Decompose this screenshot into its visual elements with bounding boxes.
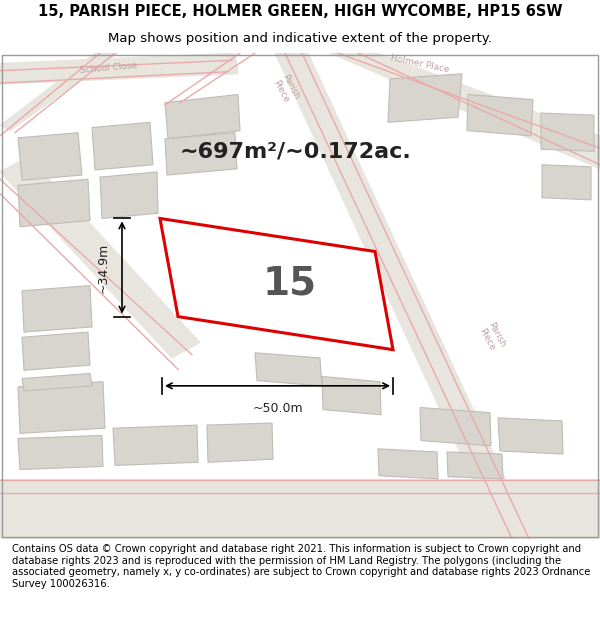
- Polygon shape: [467, 94, 533, 136]
- Polygon shape: [275, 53, 533, 539]
- Polygon shape: [165, 132, 237, 175]
- Polygon shape: [330, 53, 600, 169]
- Polygon shape: [18, 382, 105, 433]
- Text: Holmer Place: Holmer Place: [390, 53, 450, 74]
- Polygon shape: [92, 122, 153, 170]
- Polygon shape: [18, 436, 103, 469]
- Text: Parish
Piece: Parish Piece: [271, 72, 301, 106]
- Polygon shape: [100, 172, 158, 219]
- Polygon shape: [498, 418, 563, 454]
- Polygon shape: [0, 156, 200, 358]
- Text: 15, PARISH PIECE, HOLMER GREEN, HIGH WYCOMBE, HP15 6SW: 15, PARISH PIECE, HOLMER GREEN, HIGH WYC…: [38, 4, 562, 19]
- Polygon shape: [0, 53, 238, 84]
- Text: School Close: School Close: [79, 61, 137, 74]
- Polygon shape: [22, 332, 90, 371]
- Polygon shape: [447, 452, 503, 479]
- Polygon shape: [160, 219, 393, 349]
- Polygon shape: [541, 113, 594, 151]
- Polygon shape: [165, 94, 240, 139]
- Polygon shape: [0, 479, 600, 539]
- Text: Parish
Piece: Parish Piece: [477, 321, 507, 354]
- Polygon shape: [255, 352, 322, 386]
- Polygon shape: [0, 53, 118, 131]
- Polygon shape: [207, 423, 273, 462]
- Polygon shape: [378, 449, 438, 479]
- Text: Map shows position and indicative extent of the property.: Map shows position and indicative extent…: [108, 32, 492, 45]
- Text: 15: 15: [263, 264, 317, 302]
- Text: ~34.9m: ~34.9m: [97, 242, 110, 292]
- Polygon shape: [542, 165, 591, 200]
- Polygon shape: [18, 132, 82, 180]
- Polygon shape: [322, 376, 381, 415]
- Text: ~50.0m: ~50.0m: [252, 402, 303, 416]
- Text: Contains OS data © Crown copyright and database right 2021. This information is : Contains OS data © Crown copyright and d…: [12, 544, 590, 589]
- Polygon shape: [113, 425, 198, 466]
- Polygon shape: [22, 373, 92, 391]
- Polygon shape: [18, 179, 90, 227]
- Polygon shape: [420, 408, 491, 446]
- Polygon shape: [22, 286, 92, 332]
- Text: ~697m²/~0.172ac.: ~697m²/~0.172ac.: [179, 141, 411, 161]
- Polygon shape: [388, 74, 462, 122]
